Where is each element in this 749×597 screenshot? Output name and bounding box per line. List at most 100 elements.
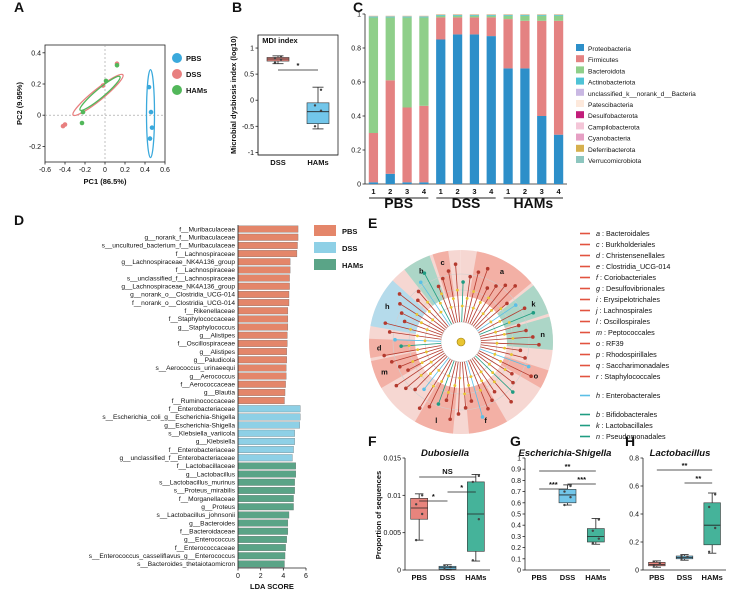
- escherichia-category-label: DSS: [560, 573, 575, 582]
- pcoa-y-tick-label: -0.2: [29, 144, 41, 151]
- clado-sector-letter: f: [484, 416, 487, 425]
- lda-bar-label: f__Enterobacteriaceae: [169, 447, 236, 454]
- lda-bar: [237, 527, 289, 535]
- stack-sample-label: 1: [439, 187, 443, 196]
- clado-sector-letter: k: [531, 300, 536, 309]
- stack-legend-swatch: [576, 100, 584, 107]
- stack-segment-proteobacteria: [402, 182, 412, 184]
- stack-segment-firmicutes: [520, 20, 530, 69]
- clado-node: [493, 380, 496, 384]
- clado-node: [397, 292, 402, 296]
- clado-legend-taxon: Clostridia_UCG-014: [606, 262, 670, 271]
- clado-node: [510, 371, 514, 376]
- stack-y-tick-label: 0.8: [351, 46, 361, 53]
- panel-label-e: E: [368, 215, 377, 231]
- lda-bar-label: f__Muribaculaceae: [179, 226, 235, 233]
- clado-node: [498, 319, 502, 323]
- stack-legend-swatch: [576, 55, 584, 63]
- clado-branch: [455, 264, 461, 323]
- panel-label-g: G: [510, 433, 521, 449]
- clado-node: [438, 301, 442, 305]
- lactobacillus-data-point: [680, 557, 683, 560]
- pcoa-point-hams: [114, 62, 120, 68]
- clado-branch: [467, 268, 489, 324]
- clado-level-ring: [408, 289, 514, 395]
- clado-branch: [417, 300, 447, 329]
- clado-node: [494, 284, 498, 288]
- lda-bar-label: f__Oscillospiraceae: [177, 341, 235, 348]
- mdi-data-point: [319, 109, 323, 112]
- clado-legend-taxon: Bacteroidales: [606, 229, 650, 238]
- mdi-category-label: DSS: [270, 158, 285, 167]
- clado-node: [446, 269, 451, 273]
- escherichia-data-point: [597, 537, 601, 540]
- clado-branch: [472, 285, 506, 327]
- clado-sector-letter: b: [419, 266, 424, 275]
- lda-bar: [237, 486, 295, 494]
- clado-sector-l: [415, 381, 457, 434]
- clado-branch: [418, 291, 449, 327]
- mdi-y-tick-label: -1: [248, 150, 254, 157]
- stack-segment-firmicutes: [553, 20, 564, 135]
- clado-node: [505, 301, 509, 306]
- lda-bar: [237, 356, 287, 364]
- lda-x-axis-title: LDA SCORE: [250, 582, 294, 591]
- clado-sector-letter: d: [377, 344, 382, 353]
- clado-branch: [420, 282, 451, 326]
- clado-legend-letter: b: [596, 410, 600, 419]
- clado-node: [469, 399, 474, 403]
- clado-legend-sep: :: [598, 317, 604, 326]
- clado-node: [461, 280, 465, 284]
- clado-node: [418, 280, 423, 285]
- lactobacillus-data-point: [686, 555, 689, 558]
- stack-legend-swatch: [576, 44, 584, 51]
- lda-bar: [237, 339, 288, 347]
- clado-node: [455, 288, 459, 292]
- clado-legend-taxon: Christensenellales: [606, 251, 665, 260]
- clado-sector-k: [497, 285, 549, 328]
- clado-node: [511, 336, 515, 340]
- lda-bar: [237, 315, 289, 323]
- stack-segment-actinobacteriota: [402, 16, 412, 18]
- dubosiella-y-tick-label: 0: [397, 568, 401, 575]
- pcoa-y-axis-title: PC2 (9.95%): [15, 82, 24, 125]
- lda-bar-label: f__Rikenellaceae: [184, 308, 235, 315]
- clado-node: [524, 328, 528, 333]
- clado-node: [416, 289, 421, 294]
- stack-segment-proteobacteria: [520, 68, 530, 184]
- stack-segment-actinobacteriota: [503, 14, 513, 16]
- clado-node: [495, 341, 499, 345]
- clado-node: [439, 310, 443, 314]
- stack-segment-actinobacteriota: [486, 14, 496, 16]
- clado-node: [409, 328, 412, 331]
- lda-bar: [237, 446, 294, 454]
- clado-node: [389, 360, 394, 364]
- stack-segment-actinobacteriota: [385, 16, 395, 18]
- clado-legend-letter: d: [596, 251, 601, 260]
- clado-legend-letter: e: [596, 262, 600, 271]
- lda-bar-label: s__Bacteroides_thetaiotaomicron: [137, 561, 235, 568]
- clado-branch: [471, 358, 495, 392]
- clado-node: [471, 306, 475, 310]
- lda-bar-label: g__Escherichia-Shigella: [164, 422, 235, 429]
- stack-segment-others: [452, 14, 463, 15]
- panel-label-c: C: [353, 0, 363, 15]
- clado-legend-key: f : Coriobacteriales: [596, 273, 656, 282]
- clado-branch: [479, 312, 534, 335]
- stack-segment-firmicutes: [419, 105, 429, 183]
- clado-node: [476, 270, 481, 274]
- escherichia-y-tick-label: 0.7: [511, 489, 521, 496]
- clado-branch: [385, 322, 442, 338]
- escherichia-y-tick-label: 0.6: [511, 500, 521, 507]
- clado-branch: [466, 361, 483, 418]
- clado-legend-key: m : Peptococcales: [596, 328, 655, 337]
- clado-branch: [480, 325, 519, 337]
- clado-legend-sep: :: [602, 328, 608, 337]
- mdi-y-tick-label: 0: [250, 98, 254, 105]
- clado-legend-taxon: Coriobacteriales: [604, 273, 656, 282]
- clado-legend-sep: :: [600, 432, 606, 441]
- panel-label-h: H: [625, 433, 635, 449]
- lda-bar: [237, 495, 294, 503]
- stack-segment-actinobacteriota: [436, 14, 446, 16]
- lda-bar: [237, 250, 298, 258]
